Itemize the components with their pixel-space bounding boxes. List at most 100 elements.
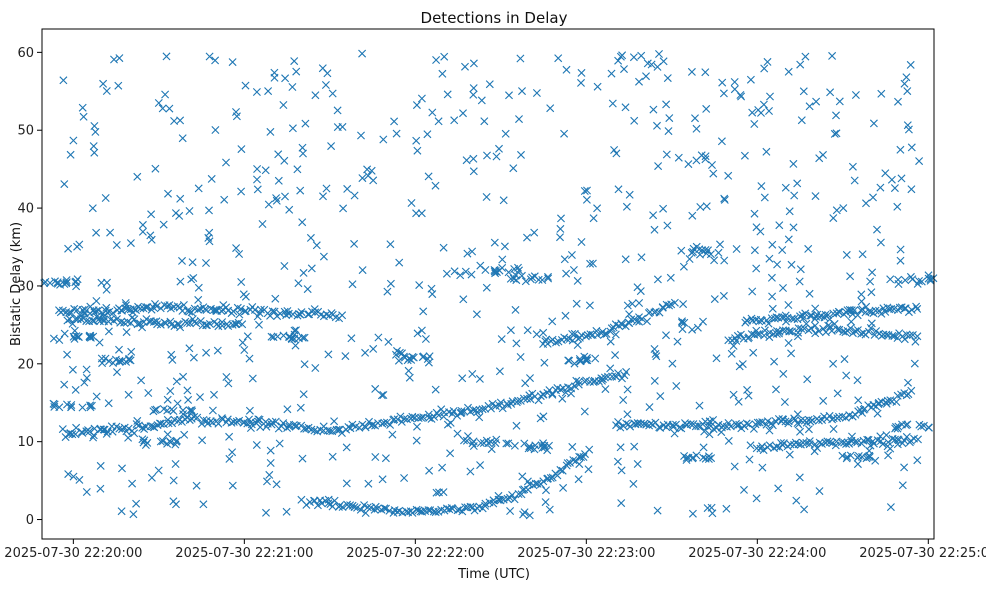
data-point-502 [569, 456, 578, 465]
data-point-86 [276, 309, 285, 318]
data-point-1164 [745, 455, 754, 464]
data-point-742 [893, 334, 902, 342]
data-point-1241 [804, 244, 813, 253]
data-point-1290 [381, 454, 390, 463]
data-point-1309 [398, 349, 406, 358]
data-point-1211 [82, 365, 91, 374]
data-point-138 [133, 320, 142, 329]
data-point-1539 [64, 470, 73, 479]
data-point-1207 [164, 189, 172, 198]
data-point-1707 [243, 332, 252, 341]
data-point-823 [759, 446, 768, 455]
data-point-1268 [272, 194, 281, 203]
data-point-1787 [568, 442, 577, 451]
data-point-1342 [98, 359, 107, 368]
data-point-1374 [300, 360, 309, 369]
data-point-1629 [858, 408, 867, 417]
data-point-1039 [698, 246, 706, 255]
data-point-1336 [392, 129, 401, 138]
data-point-1394 [417, 326, 426, 335]
data-point-1135 [439, 243, 448, 252]
data-point-1146 [718, 78, 727, 87]
data-point-1219 [138, 323, 147, 332]
data-point-1199 [280, 262, 289, 270]
data-point-1259 [617, 466, 626, 475]
data-point-1493 [867, 288, 876, 297]
data-point-1515 [407, 199, 416, 207]
data-point-1853 [635, 299, 644, 307]
data-point-1339 [624, 318, 633, 327]
data-point-1080 [924, 271, 933, 280]
data-point-1276 [390, 117, 399, 126]
data-point-1691 [793, 419, 802, 427]
data-point-622 [768, 421, 777, 430]
data-point-1378 [617, 499, 626, 508]
data-point-246 [232, 417, 241, 426]
data-point-158 [186, 319, 194, 328]
data-point-988 [468, 439, 477, 448]
data-point-1855 [600, 330, 609, 339]
data-point-297 [365, 417, 373, 426]
data-point-1438 [653, 121, 661, 130]
data-point-1504 [367, 166, 376, 175]
data-point-1825 [789, 159, 798, 168]
data-point-1390 [653, 506, 662, 515]
y-tick-label-4: 40 [17, 202, 34, 217]
data-point-1563 [568, 336, 577, 345]
data-point-1023 [530, 272, 539, 281]
data-point-1463 [194, 283, 203, 292]
data-point-983 [462, 436, 471, 445]
data-point-1155 [842, 371, 851, 380]
data-point-1254 [784, 67, 793, 76]
data-point-428 [380, 504, 389, 513]
data-point-1813 [829, 425, 838, 433]
data-point-309 [396, 412, 405, 421]
data-point-905 [74, 333, 83, 341]
data-point-1082 [894, 280, 903, 288]
data-point-1282 [213, 346, 222, 355]
data-point-1666 [92, 228, 101, 237]
data-point-1248 [115, 345, 123, 354]
data-point-429 [382, 504, 390, 513]
data-point-1161 [662, 331, 670, 340]
data-point-903 [70, 334, 79, 343]
data-point-1355 [90, 122, 99, 130]
data-point-640 [814, 416, 823, 425]
data-point-1245 [620, 65, 628, 74]
data-point-1709 [655, 50, 663, 58]
data-point-1713 [388, 430, 397, 439]
data-point-720 [835, 325, 844, 334]
data-point-1616 [651, 349, 660, 358]
data-point-1345 [263, 477, 271, 486]
data-point-1400 [188, 258, 197, 267]
data-point-1836 [319, 252, 328, 261]
data-point-118 [82, 317, 91, 326]
data-point-1532 [412, 209, 421, 218]
data-point-1131 [475, 413, 484, 422]
data-point-1329 [787, 349, 796, 358]
data-point-1569 [682, 420, 691, 429]
data-point-560 [670, 298, 679, 307]
data-point-1582 [868, 268, 877, 277]
data-point-1688 [674, 153, 683, 162]
data-point-1110 [772, 329, 781, 338]
data-point-1507 [896, 245, 905, 254]
data-point-147 [156, 320, 165, 329]
data-point-1636 [857, 290, 866, 299]
data-point-395 [618, 374, 626, 383]
data-point-296 [361, 423, 370, 432]
data-point-1371 [272, 480, 281, 489]
data-point-1658 [238, 338, 247, 347]
data-point-1743 [851, 91, 860, 99]
data-point-1580 [896, 145, 905, 154]
data-point-1072 [854, 452, 863, 460]
data-point-210 [140, 425, 149, 433]
data-point-1474 [424, 358, 433, 367]
data-point-1727 [245, 354, 254, 363]
data-point-740 [888, 331, 897, 340]
data-point-1550 [224, 379, 233, 388]
data-point-1349 [425, 466, 434, 475]
data-point-912 [49, 399, 58, 408]
data-point-91 [288, 310, 297, 319]
data-point-1328 [748, 108, 757, 117]
